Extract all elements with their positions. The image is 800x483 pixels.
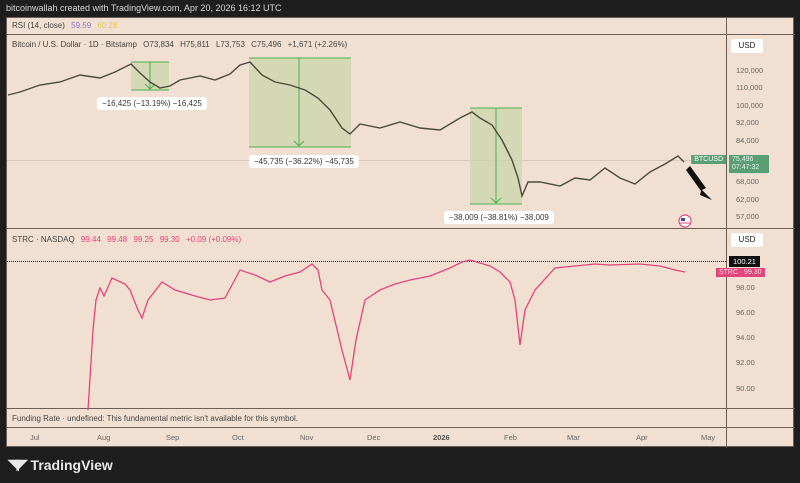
btc-low: L73,753	[215, 40, 245, 49]
btc-title: Bitcoin / U.S. Dollar · 1D · Bitstamp	[12, 40, 137, 49]
time-label: Aug	[97, 433, 111, 442]
strc-tick: 90.00	[736, 384, 755, 393]
btc-tick: 110,000	[736, 83, 763, 92]
btc-tick: 68,000	[736, 177, 759, 186]
time-label: Dec	[367, 433, 381, 442]
strc-close: 99.30	[159, 235, 180, 244]
btc-close: C75,496	[251, 40, 282, 49]
strc-legend: STRC · NASDAQ 99.44 99.48 99.25 99.30 +0…	[12, 235, 245, 244]
time-label: Nov	[300, 433, 314, 442]
btc-change: +1,671 (+2.26%)	[287, 40, 348, 49]
btc-tick: 100,000	[736, 101, 764, 110]
strc-title: STRC · NASDAQ	[12, 235, 75, 244]
time-label: Oct	[232, 433, 244, 442]
strc-currency-button[interactable]: USD	[731, 233, 763, 247]
strc-tick: 96.00	[736, 308, 755, 317]
funding-message: Funding Rate · undefined: This fundament…	[12, 414, 298, 423]
btc-tick: 120,000	[736, 66, 764, 75]
strc-open: 99.44	[80, 235, 101, 244]
time-label: Feb	[504, 433, 517, 442]
ref-line-tag: 100.21	[729, 256, 760, 267]
funding-pane: Funding Rate · undefined: This fundament…	[7, 409, 795, 428]
rsi-label: RSI (14, close)	[12, 21, 65, 30]
btc-tick: 92,000	[736, 118, 759, 127]
btc-tick: 62,000	[736, 195, 759, 204]
rsi-pane: RSI (14, close) 59.59 60.28	[7, 18, 795, 35]
chart-credit: bitcoinwallah created with TradingView.c…	[6, 3, 282, 13]
strc-tick: 98.00	[736, 283, 755, 292]
time-label: Apr	[636, 433, 648, 442]
btc-tick: 57,000	[736, 212, 759, 221]
measure-label-1[interactable]: −16,425 (−13.19%) −16,425	[97, 97, 207, 110]
time-label: Jul	[30, 433, 40, 442]
btc-tick: 84,000	[736, 136, 759, 145]
measure-label-2[interactable]: −45,735 (−36.22%) −45,735	[249, 155, 359, 168]
rsi-ma-value: 60.28	[97, 21, 118, 30]
rsi-legend: RSI (14, close) 59.59 60.28	[12, 21, 121, 30]
strc-price-tag: 99.30	[741, 268, 765, 277]
strc-high: 99.48	[107, 235, 128, 244]
time-label: Mar	[567, 433, 580, 442]
tradingview-logo-icon: ◥◤	[8, 456, 27, 472]
measure-label-3[interactable]: −38,009 (−38.81%) −38,009	[444, 211, 554, 224]
strc-change: +0.09 (+0.09%)	[185, 235, 242, 244]
btc-legend: Bitcoin / U.S. Dollar · 1D · Bitstamp O7…	[12, 40, 351, 49]
time-label-year: 2026	[433, 433, 450, 442]
strc-low: 99.25	[133, 235, 154, 244]
btc-symbol-tag: BTCUSD	[691, 155, 726, 164]
time-label: May	[701, 433, 716, 442]
strc-tick: 92.00	[736, 358, 755, 367]
btc-price-tag: 75,496 07:47:32	[729, 155, 769, 173]
rsi-value: 59.59	[71, 21, 92, 30]
btc-high: H75,811	[180, 40, 210, 49]
strc-tick: 94.00	[736, 333, 755, 342]
bar-countdown: 07:47:32	[732, 164, 760, 171]
btc-price: 75,496	[732, 156, 754, 163]
btc-open: O73,834	[143, 40, 174, 49]
chart-frame: RSI (14, close) 59.59 60.28 Bitcoin / U.…	[6, 17, 795, 448]
time-label: Sep	[166, 433, 180, 442]
tradingview-logo[interactable]: ◥◤ TradingView	[8, 456, 113, 473]
tradingview-brand: TradingView	[30, 456, 113, 473]
btc-currency-button[interactable]: USD	[731, 39, 763, 53]
strc-symbol-tag: STRC	[715, 268, 741, 277]
btc-pane[interactable]: Bitcoin / U.S. Dollar · 1D · Bitstamp O7…	[7, 35, 795, 229]
strc-pane[interactable]: STRC · NASDAQ 99.44 99.48 99.25 99.30 +0…	[7, 229, 795, 409]
